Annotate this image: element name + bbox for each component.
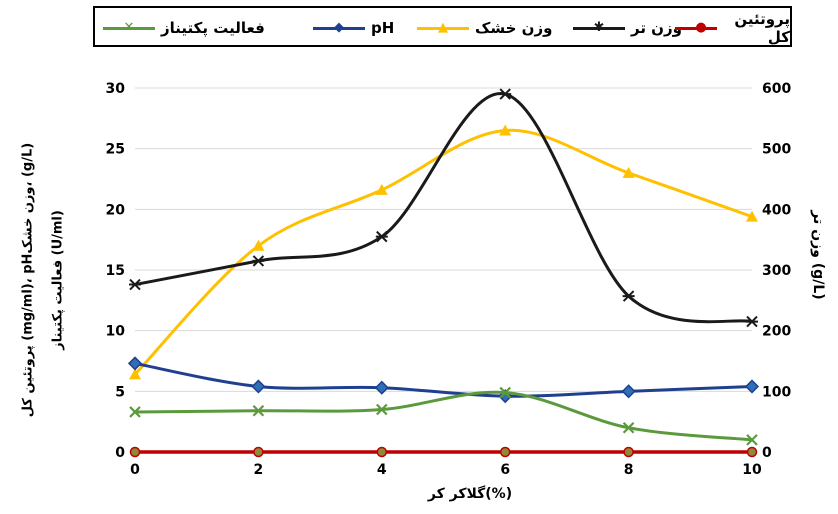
legend-item-dry-weight: وزن خشک ▲: [417, 18, 552, 38]
x-tick-label: 2: [254, 462, 264, 478]
y-left-tick-label: 15: [106, 263, 125, 279]
y-right-tick-label: 100: [762, 384, 791, 400]
series-layer: [127, 88, 760, 458]
y-left-tick-label: 25: [106, 142, 125, 158]
legend-label: پروتئین کل: [734, 10, 790, 46]
series-line: [134, 390, 753, 442]
x-tick-label: 0: [130, 462, 140, 478]
data-point: [746, 210, 758, 222]
legend-item-total-protein: پروتئین کل ●: [675, 10, 790, 46]
data-point: [375, 183, 388, 195]
y-left-tick-label: 5: [115, 384, 125, 400]
y-axis-left-title-2: فعالیت پکتیناز (U/ml): [50, 210, 66, 350]
data-point: [375, 230, 388, 243]
series-2: [129, 124, 758, 380]
y-right-tick-label: 500: [762, 142, 791, 158]
y-axis-left-title-1: پروتئین کل (mg/ml)، pHوزن خشک، (g/L): [20, 142, 36, 418]
triangle-marker-icon: ▲: [417, 18, 469, 38]
legend-label: وزن تر: [631, 19, 682, 37]
legend-label: وزن خشک: [475, 19, 553, 37]
circle-marker-icon: ●: [675, 18, 717, 38]
data-point: [622, 421, 635, 434]
series-0: [129, 386, 758, 446]
legend-item-ph: pH ◆: [313, 18, 394, 38]
data-point: [623, 446, 634, 458]
data-point: [376, 403, 388, 416]
x-marker-icon: ✕: [103, 18, 155, 38]
data-point: [252, 255, 265, 267]
data-point: [499, 88, 512, 100]
y-left-tick-label: 20: [106, 202, 126, 218]
y-right-tick-label: 0: [762, 445, 772, 461]
data-point: [746, 446, 758, 458]
data-point: [129, 368, 141, 380]
y-axis-right-title: وزن تر (g/L): [810, 210, 826, 300]
data-point: [499, 386, 511, 399]
data-point: [622, 166, 635, 178]
legend-label: فعالیت پکتیناز: [161, 19, 265, 37]
series-line: [133, 128, 753, 376]
data-point: [129, 446, 141, 458]
data-point: [376, 446, 388, 458]
data-point: [252, 404, 265, 417]
data-point: [499, 124, 512, 136]
series-1: [127, 356, 760, 404]
legend: فعالیت پکتیناز ✕ pH ◆ وزن خشک ▲ وزن تر ✱…: [93, 6, 792, 47]
x-tick-label: 4: [377, 462, 387, 478]
data-point: [127, 356, 143, 371]
cross-marker-icon: ✱: [573, 18, 625, 38]
series-3: [129, 88, 758, 328]
legend-item-wet-weight: وزن تر ✱: [573, 18, 682, 38]
data-point: [252, 239, 265, 251]
data-point: [499, 446, 511, 458]
y-right-tick-label: 300: [762, 263, 791, 279]
diamond-marker-icon: ◆: [313, 18, 365, 38]
data-point: [622, 290, 635, 302]
y-right-tick-label: 200: [762, 324, 791, 340]
data-point: [746, 434, 758, 446]
data-point: [621, 384, 636, 399]
series-line: [134, 92, 753, 324]
legend-item-pectinase: فعالیت پکتیناز ✕: [103, 18, 265, 38]
x-tick-label: 6: [500, 462, 510, 478]
legend-label: pH: [371, 19, 395, 37]
y-right-tick-label: 600: [762, 81, 791, 97]
series-line: [134, 361, 753, 398]
data-point: [374, 380, 389, 395]
x-tick-label: 10: [742, 462, 762, 478]
data-point: [251, 379, 266, 394]
data-point: [746, 315, 758, 328]
x-tick-label: 8: [624, 462, 634, 478]
y-right-tick-label: 400: [762, 202, 791, 218]
data-point: [129, 406, 141, 418]
y-left-tick-label: 30: [106, 81, 126, 97]
data-point: [129, 278, 141, 291]
y-left-tick-label: 0: [115, 445, 125, 461]
data-point: [744, 379, 760, 394]
x-axis-title: گلاکر کر(%): [427, 486, 513, 502]
data-point: [253, 446, 264, 458]
series-4: [129, 446, 758, 458]
y-left-tick-label: 10: [106, 324, 126, 340]
